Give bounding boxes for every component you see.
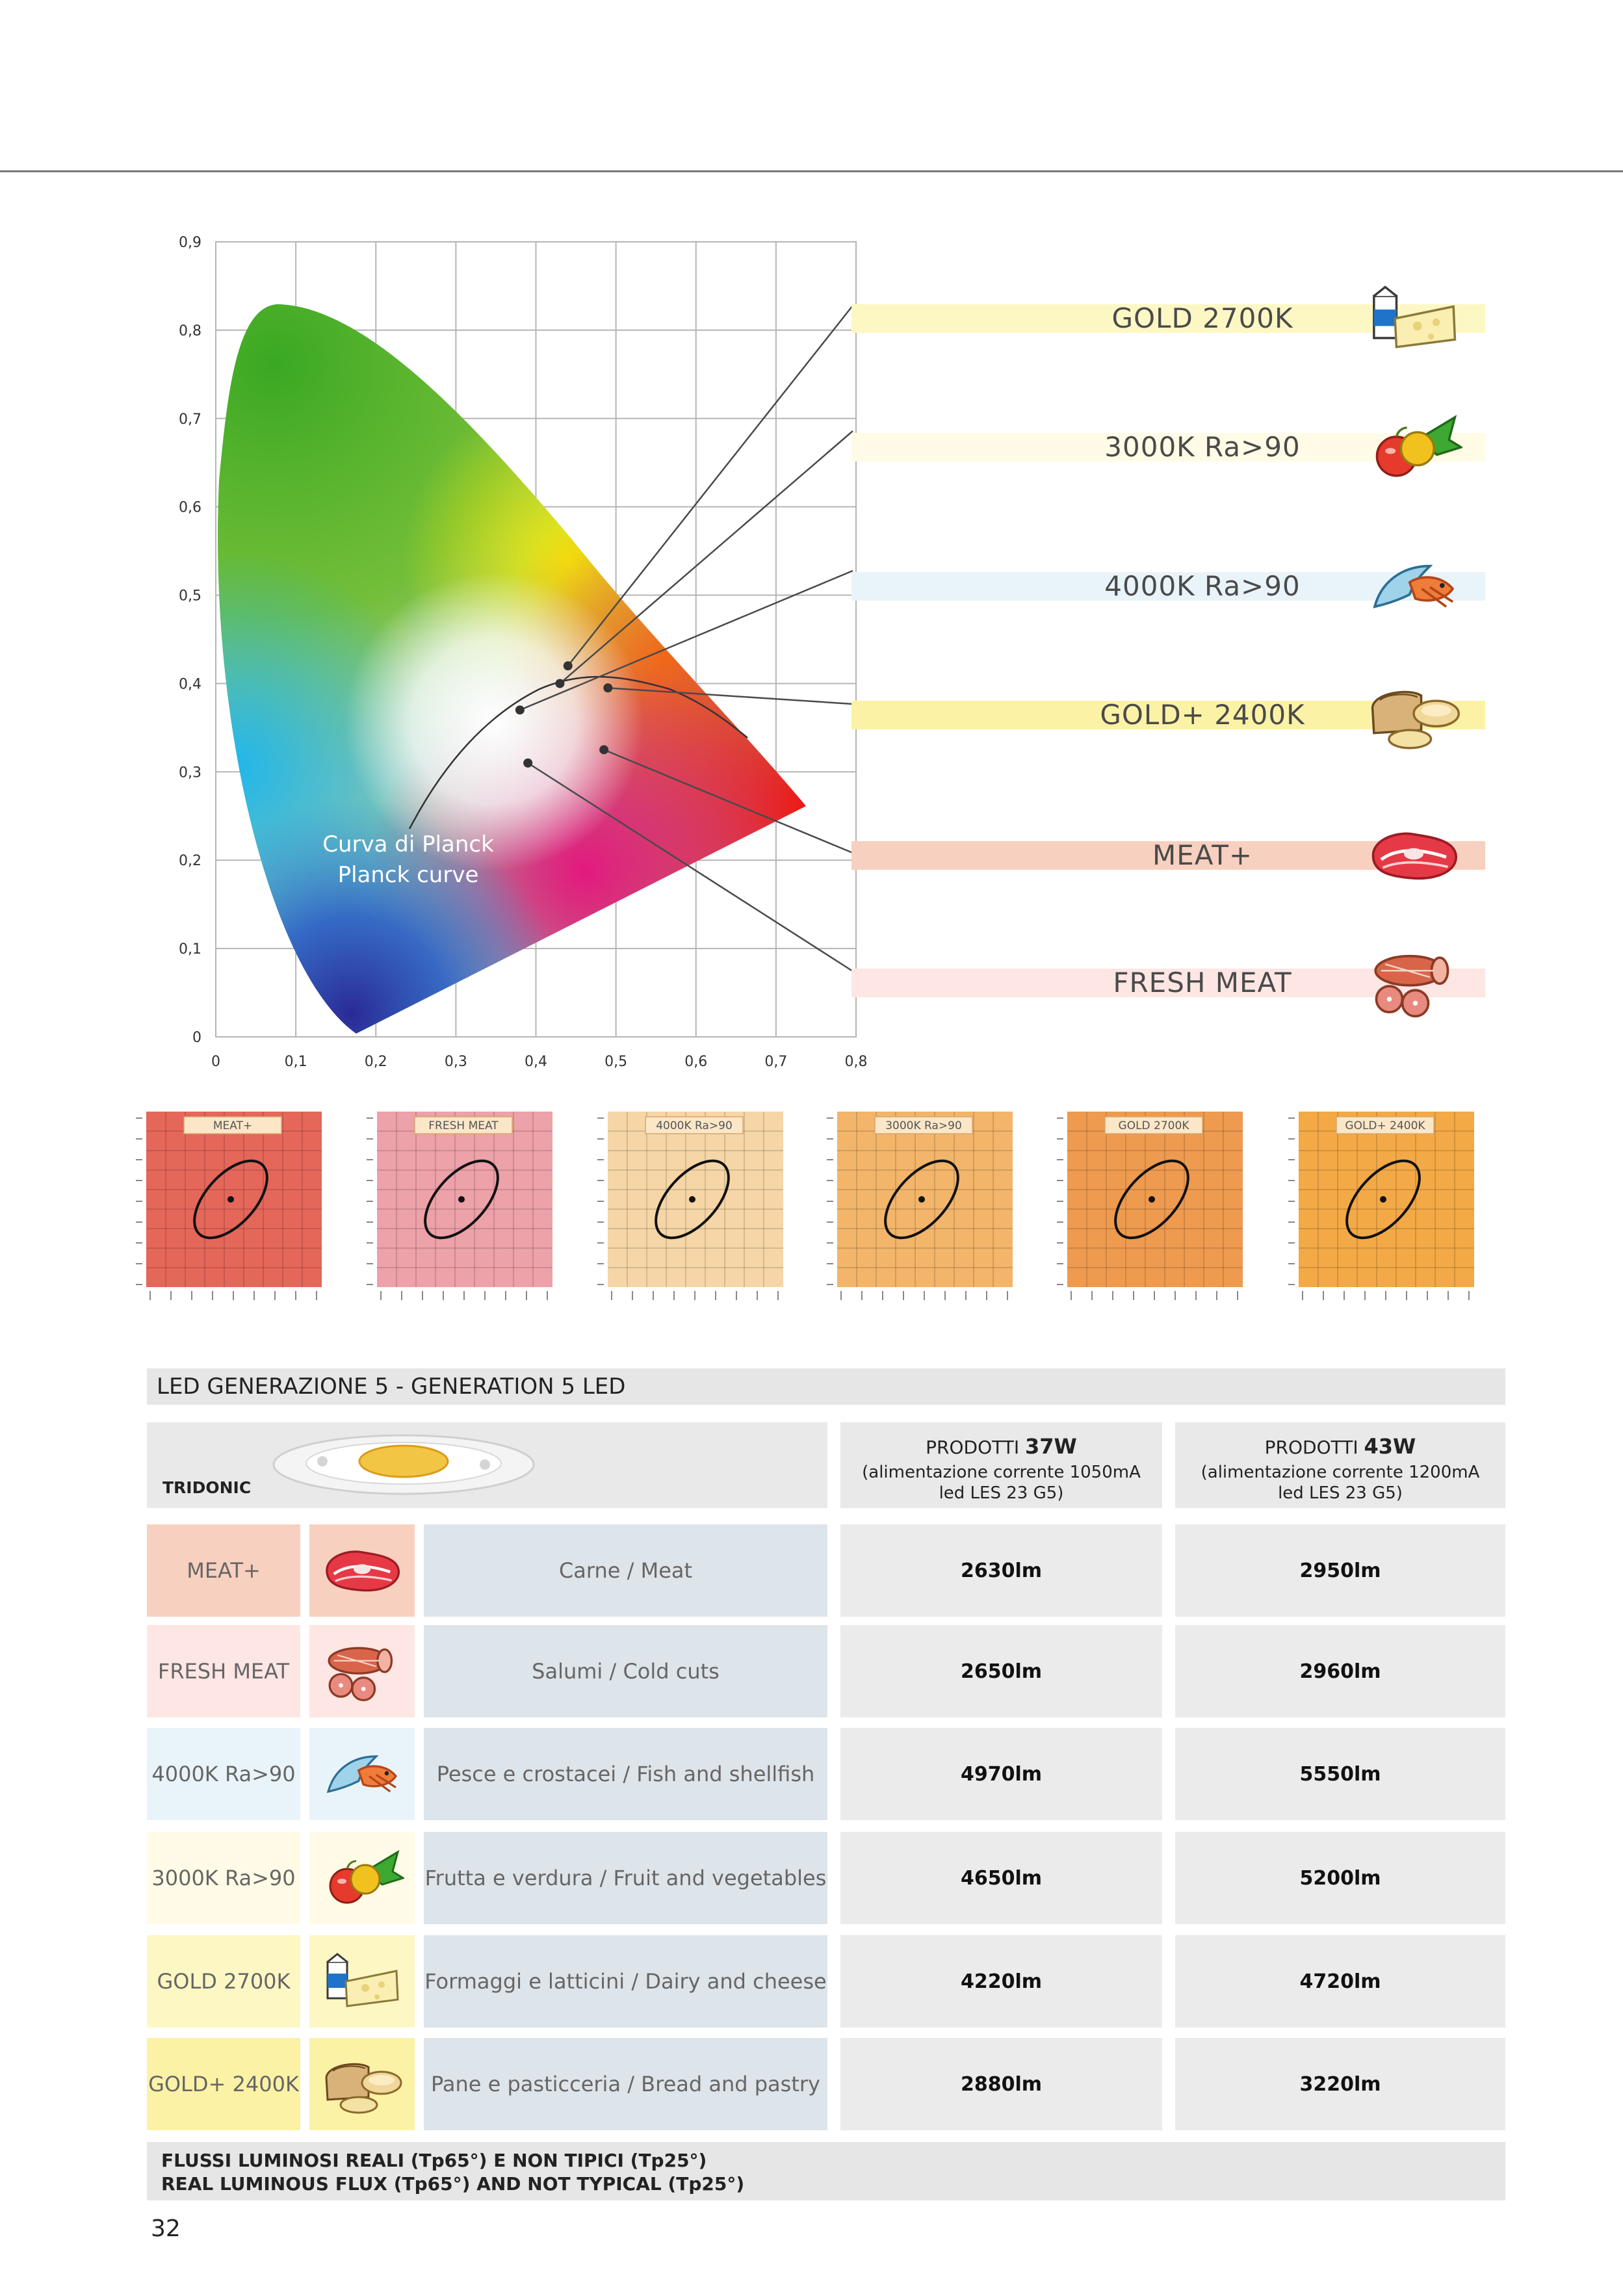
table-header-37w: PRODOTTI 37W (alimentazione corrente 105… [840, 1422, 1162, 1508]
y-tick-label: 0,1 [179, 941, 201, 958]
meat-icon [1365, 816, 1462, 894]
light-type-label: 4000K Ra>90 [1104, 570, 1301, 602]
chromaticity-point [599, 745, 609, 755]
y-tick-label: 0,8 [179, 323, 201, 339]
row-light-type: GOLD 2700K [147, 1935, 300, 2028]
cie-chromaticity-chart: Curva di Planck Planck curve 0 0,1 0,2 0,3 0… [179, 235, 868, 1070]
leader-line [559, 430, 853, 685]
row-flux-37w: 4220lm [840, 1935, 1162, 2028]
x-tick-label: 0,4 [525, 1054, 547, 1070]
row-flux-37w: 4650lm [840, 1832, 1162, 1924]
x-tick-label: 0,3 [445, 1054, 467, 1070]
row-flux-43w: 3220lm [1175, 2038, 1505, 2130]
fish-shellfish-icon [1365, 547, 1462, 625]
y-tick-label: 0,2 [179, 853, 201, 869]
row-flux-37w: 2630lm [840, 1524, 1162, 1617]
light-type-label: 3000K Ra>90 [1104, 431, 1301, 463]
light-type-label: MEAT+ [1152, 839, 1253, 871]
leader-line [603, 749, 853, 854]
row-light-type: FRESH MEAT [147, 1625, 300, 1717]
color-tolerance-thumbnail: GOLD+ 2400K [1286, 1105, 1487, 1307]
x-tick-label: 0,5 [604, 1054, 627, 1070]
x-tick-label: 0,1 [285, 1054, 307, 1070]
y-tick-label: 0,6 [179, 500, 201, 516]
header-rule [0, 170, 1623, 172]
row-application: Carne / Meat [424, 1524, 827, 1617]
row-light-type: MEAT+ [147, 1524, 300, 1617]
bread-pastry-icon [1365, 676, 1462, 754]
thumbnail-label: 4000K Ra>90 [656, 1119, 733, 1132]
x-tick-label: 0,6 [684, 1054, 707, 1070]
row-flux-43w: 5200lm [1175, 1832, 1505, 1924]
x-tick-label: 0,8 [845, 1054, 868, 1070]
x-tick-label: 0,2 [365, 1054, 387, 1070]
fish-shellfish-icon [309, 1728, 415, 1820]
dairy-cheese-icon [309, 1935, 415, 2028]
leader-line [567, 305, 853, 667]
dairy-cheese-icon [1365, 280, 1462, 358]
color-tolerance-thumbnail: FRESH MEAT [364, 1105, 565, 1307]
x-tick-label: 0,7 [764, 1054, 787, 1070]
row-flux-37w: 2650lm [840, 1625, 1162, 1717]
thumbnail-label: FRESH MEAT [428, 1119, 499, 1132]
row-application: Frutta e verdura / Fruit and vegetables [424, 1832, 827, 1924]
leader-line [527, 762, 853, 972]
brand-label: TRIDONIC [162, 1478, 252, 1497]
y-tick-label: 0,3 [179, 764, 201, 781]
cold-cuts-icon [1365, 944, 1462, 1022]
row-application: Formaggi e latticini / Dairy and cheese [424, 1935, 827, 2028]
chromaticity-point [603, 683, 613, 693]
row-flux-43w: 4720lm [1175, 1935, 1505, 2028]
meat-icon [309, 1524, 415, 1617]
thumbnail-label: GOLD+ 2400K [1345, 1119, 1425, 1132]
planck-label-2: Planck curve [338, 862, 479, 888]
y-tick-label: 0,5 [179, 588, 201, 605]
y-tick-label: 0,7 [179, 411, 201, 428]
table-title: LED GENERAZIONE 5 - GENERATION 5 LED [147, 1368, 1505, 1405]
fruit-vegetables-icon [1365, 408, 1464, 486]
thumbnail-label: MEAT+ [213, 1119, 252, 1132]
row-application: Pane e pasticceria / Bread and pastry [424, 2038, 827, 2130]
color-tolerance-thumbnail: 3000K Ra>90 [824, 1105, 1026, 1307]
color-tolerance-thumbnail: GOLD 2700K [1054, 1105, 1256, 1307]
y-tick-label: 0,9 [179, 235, 201, 251]
row-light-type: GOLD+ 2400K [147, 2038, 300, 2130]
light-type-label: GOLD 2700K [1111, 302, 1293, 334]
thumbnail-label: GOLD 2700K [1119, 1119, 1190, 1132]
x-tick-label: 0 [211, 1054, 220, 1070]
page-number: 32 [151, 2215, 181, 2242]
row-application: Pesce e crostacei / Fish and shellfish [424, 1728, 827, 1820]
cold-cuts-icon [309, 1625, 415, 1717]
chromaticity-point [523, 758, 533, 768]
row-flux-37w: 4970lm [840, 1728, 1162, 1820]
fruit-vegetables-icon [309, 1832, 415, 1924]
leader-line [519, 569, 853, 711]
table-header-brand: TRIDONIC [147, 1422, 827, 1508]
color-tolerance-thumbnail: MEAT+ [133, 1105, 335, 1307]
bread-pastry-icon [309, 2038, 415, 2130]
y-tick-label: 0,4 [179, 676, 201, 692]
chromaticity-point [555, 679, 565, 688]
y-tick-label: 0 [192, 1030, 201, 1046]
thumbnail-label: 3000K Ra>90 [885, 1119, 962, 1132]
planck-curve [408, 675, 748, 829]
color-tolerance-thumbnail: 4000K Ra>90 [595, 1105, 796, 1307]
leader-line [608, 686, 853, 705]
row-flux-37w: 2880lm [840, 2038, 1162, 2130]
row-light-type: 4000K Ra>90 [147, 1728, 300, 1820]
chromaticity-point [563, 661, 573, 671]
row-application: Salumi / Cold cuts [424, 1625, 827, 1717]
light-type-label: FRESH MEAT [1113, 967, 1292, 998]
led-module-icon [272, 1434, 535, 1495]
table-header-43w: PRODOTTI 43W (alimentazione corrente 120… [1175, 1422, 1505, 1508]
chromaticity-point [515, 705, 525, 715]
flux-note: FLUSSI LUMINOSI REALI (Tp65°) E NON TIPI… [147, 2142, 1505, 2200]
row-flux-43w: 2960lm [1175, 1625, 1505, 1717]
light-type-label: GOLD+ 2400K [1100, 699, 1305, 731]
row-light-type: 3000K Ra>90 [147, 1832, 300, 1924]
planck-label-1: Curva di Planck [322, 831, 494, 857]
row-flux-43w: 5550lm [1175, 1728, 1505, 1820]
row-flux-43w: 2950lm [1175, 1524, 1505, 1617]
